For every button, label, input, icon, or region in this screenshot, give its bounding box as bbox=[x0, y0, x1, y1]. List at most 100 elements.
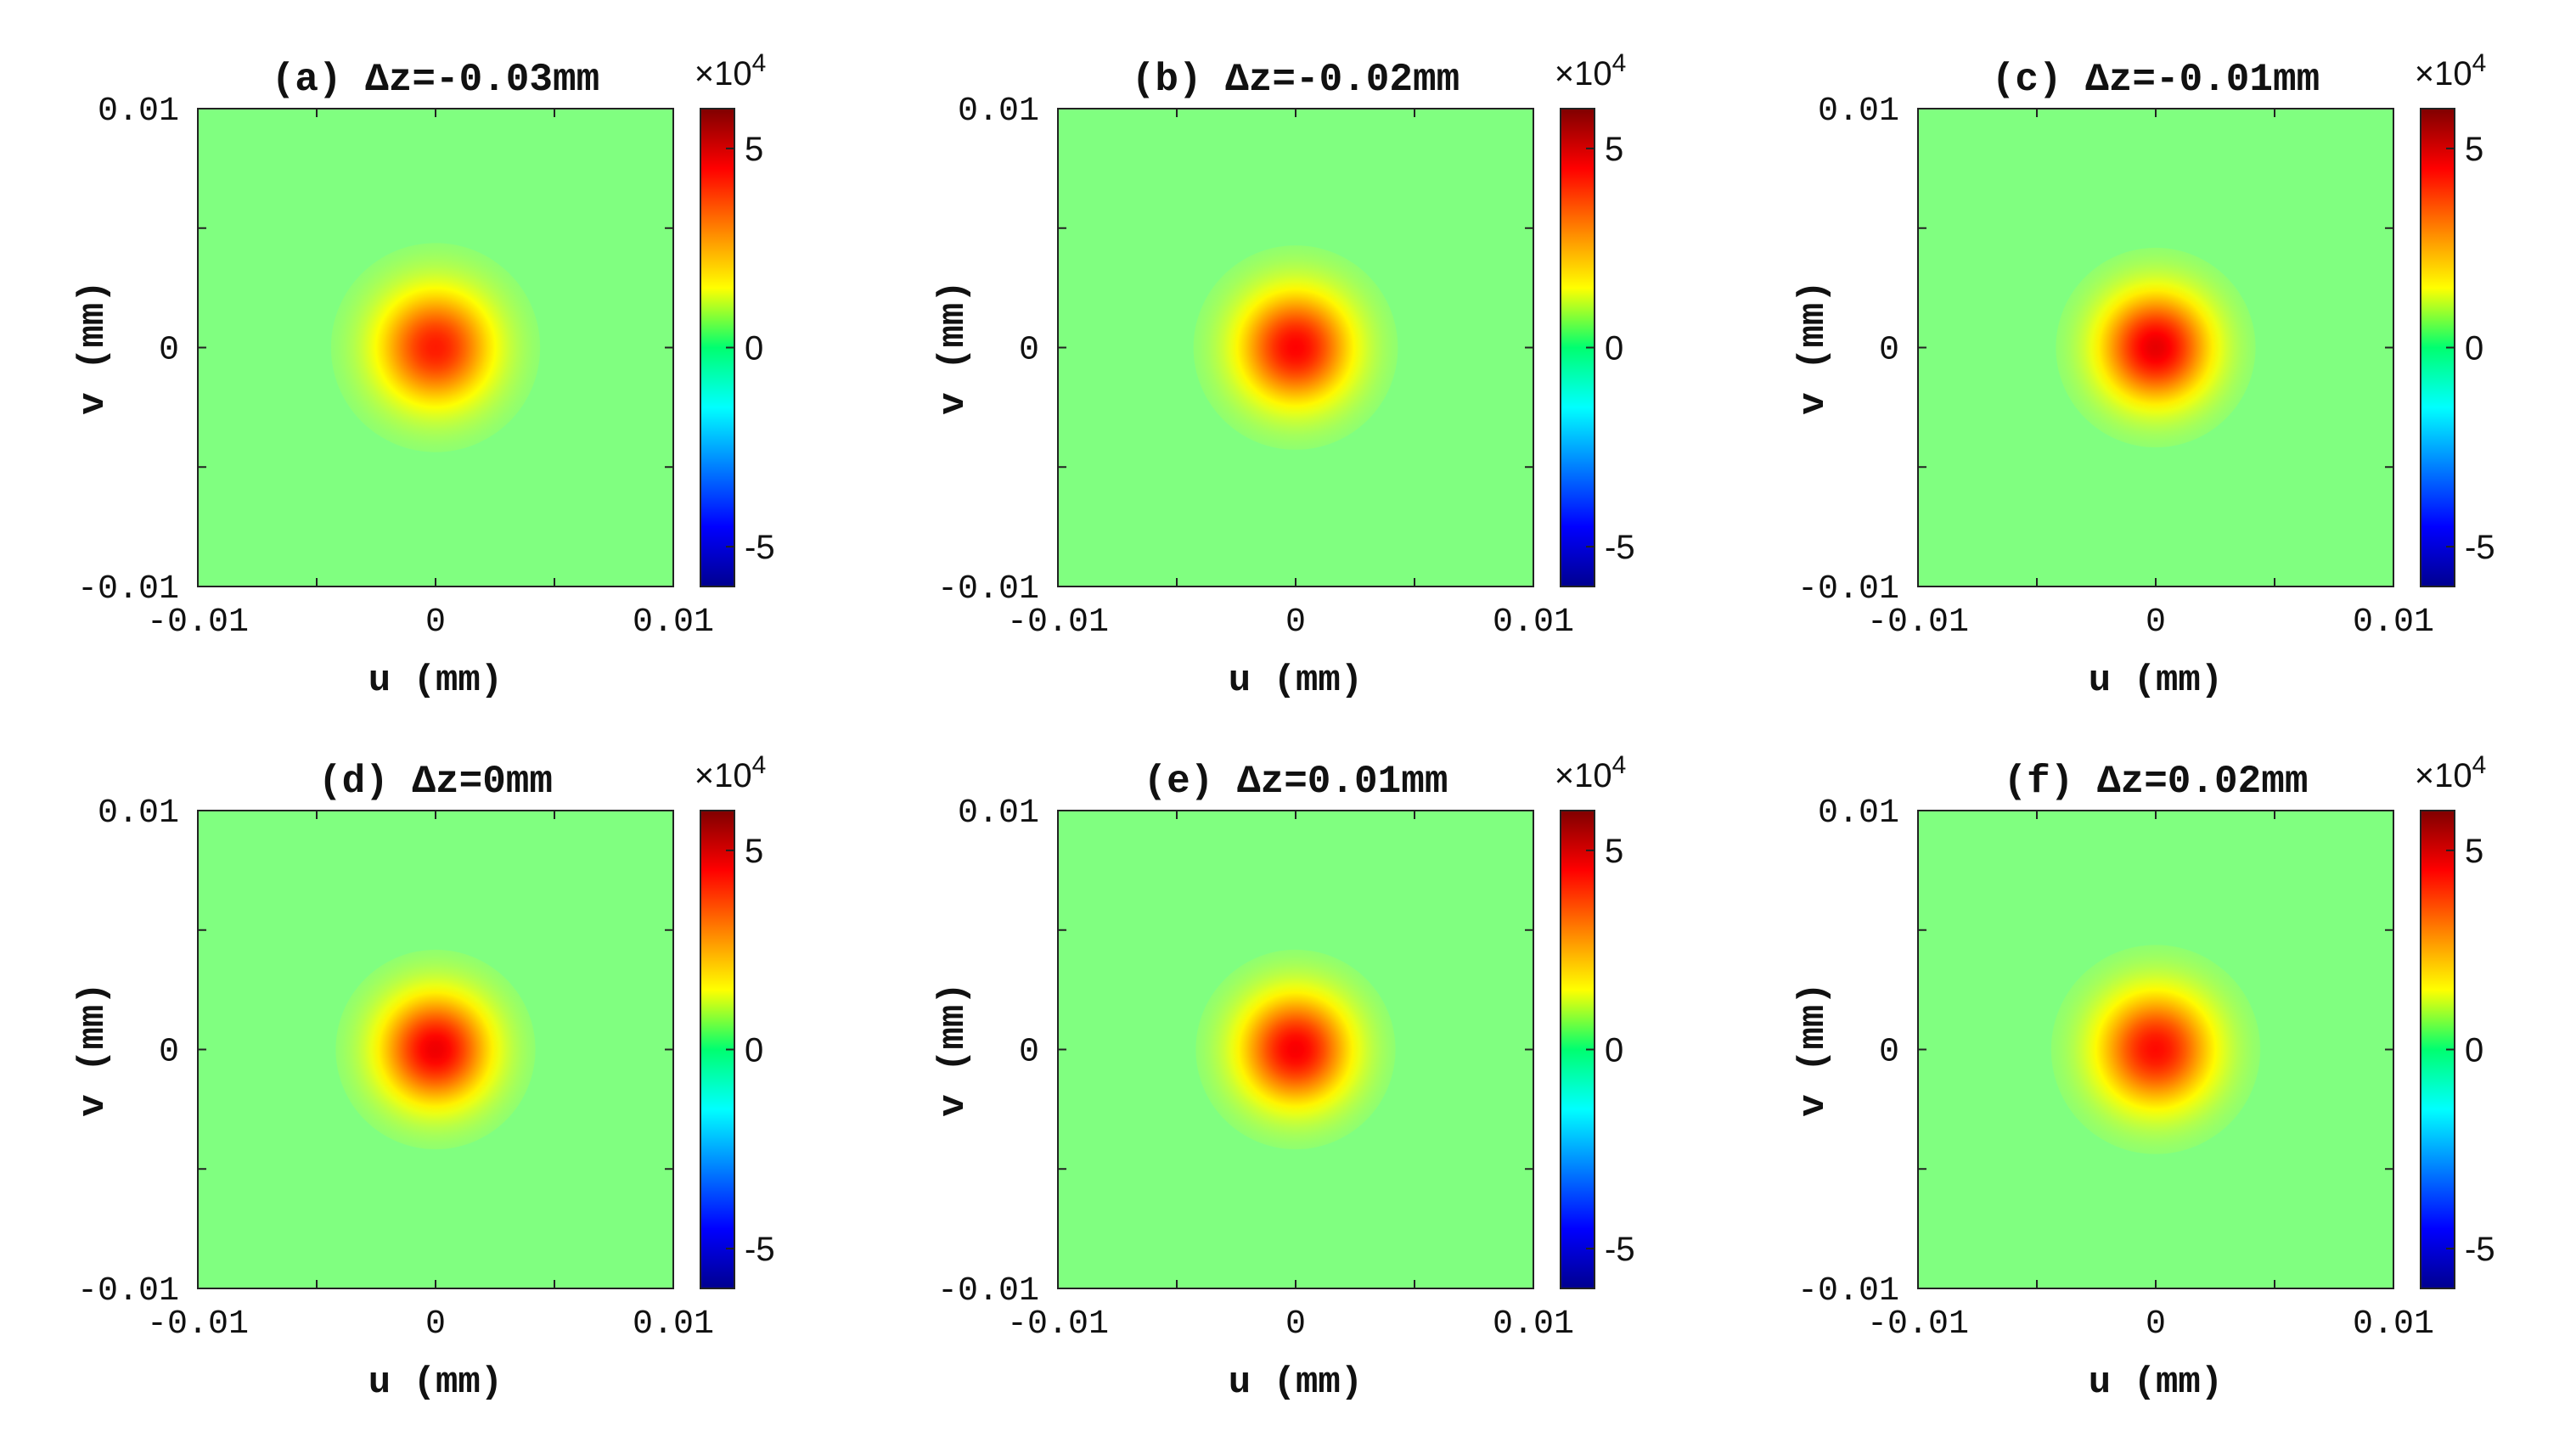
x-tick-label: 0.01 bbox=[2353, 1305, 2434, 1344]
panel-title: (f) Δz=0.02mm bbox=[2004, 760, 2309, 804]
x-tick-label: 0.01 bbox=[1493, 1305, 1574, 1344]
colorbar-exponent-base: ×10 bbox=[695, 55, 752, 93]
intensity-spot bbox=[335, 949, 536, 1150]
y-tick-label: 0 bbox=[159, 1034, 179, 1072]
x-tick-label: 0.01 bbox=[633, 1305, 714, 1344]
colorbar-tick-label: -5 bbox=[2465, 1231, 2495, 1268]
y-tick-label: 0 bbox=[1019, 332, 1039, 370]
intensity-spot bbox=[330, 243, 541, 452]
y-tick-label: -0.01 bbox=[77, 1272, 179, 1310]
y-tick-label: 0 bbox=[1019, 1034, 1039, 1072]
y-axis-label: v (mm) bbox=[1792, 280, 1835, 414]
intensity-spot bbox=[1193, 245, 1398, 450]
colorbar-tick-label: -5 bbox=[2465, 529, 2495, 566]
y-axis-label: v (mm) bbox=[1792, 982, 1835, 1116]
y-tick-label: 0 bbox=[1879, 1034, 1899, 1072]
y-axis-label: v (mm) bbox=[932, 280, 975, 414]
colorbar-tick-label: -5 bbox=[745, 529, 775, 566]
panel-title: (d) Δz=0mm bbox=[318, 760, 553, 804]
y-tick-label: 0.01 bbox=[98, 794, 179, 833]
colorbar-exponent: ×104 bbox=[1555, 49, 1627, 93]
x-tick-label: -0.01 bbox=[1007, 1305, 1109, 1344]
x-tick-label: 0.01 bbox=[633, 603, 714, 642]
colorbar-exponent-power: 4 bbox=[1612, 751, 1627, 779]
y-tick-label: 0.01 bbox=[1818, 93, 1899, 131]
colorbar-tick-label: -5 bbox=[1605, 529, 1635, 566]
panel-title: (a) Δz=-0.03mm bbox=[272, 58, 599, 102]
colorbar-tick-label: 0 bbox=[2465, 1032, 2483, 1069]
x-tick-label: 0.01 bbox=[1493, 603, 1574, 642]
y-tick-label: 0 bbox=[1879, 332, 1899, 370]
y-axis-label: v (mm) bbox=[932, 982, 975, 1116]
colorbar-tick-label: 5 bbox=[745, 131, 763, 168]
colorbar-exponent: ×104 bbox=[695, 751, 767, 794]
colorbar-exponent-power: 4 bbox=[752, 49, 767, 77]
x-axis-label: u (mm) bbox=[368, 1361, 503, 1404]
y-axis-label: v (mm) bbox=[72, 280, 115, 414]
y-tick-label: 0.01 bbox=[958, 93, 1039, 131]
colorbar-exponent-power: 4 bbox=[2472, 751, 2487, 779]
colorbar-tick-label: 5 bbox=[2465, 833, 2483, 870]
colorbar-tick-label: 5 bbox=[2465, 131, 2483, 168]
y-tick-label: 0.01 bbox=[1818, 794, 1899, 833]
y-tick-label: 0.01 bbox=[98, 93, 179, 131]
panel-title: (b) Δz=-0.02mm bbox=[1132, 58, 1460, 102]
y-tick-label: 0 bbox=[159, 332, 179, 370]
intensity-spot bbox=[2056, 247, 2256, 448]
x-tick-label: 0 bbox=[1285, 1305, 1306, 1344]
panel-b: -0.01 0 0.01 -0.01 0 0.01 u (mm) v (mm) (b) Δz=-… bbox=[932, 49, 1635, 702]
colorbar-exponent-power: 4 bbox=[2472, 49, 2487, 77]
x-tick-label: 0 bbox=[425, 603, 446, 642]
colorbar-tick-label: 0 bbox=[1605, 1032, 1623, 1069]
colorbar-tick-label: 5 bbox=[1605, 131, 1623, 168]
colorbar-tick-label: 0 bbox=[2465, 330, 2483, 368]
colorbar-exponent-base: ×10 bbox=[695, 757, 752, 794]
colorbar-tick-label: 5 bbox=[745, 833, 763, 870]
x-axis-label: u (mm) bbox=[368, 659, 503, 702]
colorbar-exponent: ×104 bbox=[695, 49, 767, 93]
colorbar-tick-label: 0 bbox=[1605, 330, 1623, 368]
colorbar-tick-label: 0 bbox=[745, 1032, 763, 1069]
x-tick-label: -0.01 bbox=[147, 603, 249, 642]
intensity-spot bbox=[1195, 949, 1396, 1150]
colorbar-tick-label: -5 bbox=[745, 1231, 775, 1268]
x-tick-label: 0 bbox=[2146, 1305, 2166, 1344]
x-axis-label: u (mm) bbox=[2089, 1361, 2223, 1404]
panel-f: -0.01 0 0.01 -0.01 0 0.01 u (mm) v (mm) (f) Δz=0… bbox=[1792, 751, 2495, 1404]
y-tick-label: -0.01 bbox=[1797, 570, 1899, 609]
y-tick-label: -0.01 bbox=[937, 1272, 1039, 1310]
colorbar-tick-label: 0 bbox=[745, 330, 763, 368]
panel-d: -0.01 0 0.01 -0.01 0 0.01 u (mm) v (mm) (d) Δz=0… bbox=[72, 751, 775, 1404]
colorbar-exponent-base: ×10 bbox=[1555, 757, 1612, 794]
x-tick-label: -0.01 bbox=[1007, 603, 1109, 642]
colorbar-exponent-base: ×10 bbox=[1555, 55, 1612, 93]
x-axis-label: u (mm) bbox=[1229, 659, 1363, 702]
colorbar-exponent: ×104 bbox=[1555, 751, 1627, 794]
colorbar-exponent-base: ×10 bbox=[2415, 757, 2472, 794]
x-tick-label: 0.01 bbox=[2353, 603, 2434, 642]
colorbar-exponent-power: 4 bbox=[1612, 49, 1627, 77]
y-tick-label: 0.01 bbox=[958, 794, 1039, 833]
x-axis-label: u (mm) bbox=[2089, 659, 2223, 702]
panel-a: -0.01 0 0.01 -0.01 0 0.01 u (mm) v (mm) (a) Δz=-… bbox=[72, 49, 775, 702]
x-tick-label: 0 bbox=[425, 1305, 446, 1344]
x-axis-label: u (mm) bbox=[1229, 1361, 1363, 1404]
y-tick-label: -0.01 bbox=[1797, 1272, 1899, 1310]
panel-title: (c) Δz=-0.01mm bbox=[1992, 58, 2320, 102]
x-tick-label: -0.01 bbox=[1867, 1305, 1969, 1344]
colorbar-tick-label: 5 bbox=[1605, 833, 1623, 870]
colorbar-exponent-base: ×10 bbox=[2415, 55, 2472, 93]
y-axis-label: v (mm) bbox=[72, 982, 115, 1116]
colorbar-exponent: ×104 bbox=[2415, 751, 2487, 794]
y-tick-label: -0.01 bbox=[77, 570, 179, 609]
x-tick-label: -0.01 bbox=[1867, 603, 1969, 642]
x-tick-label: 0 bbox=[2146, 603, 2166, 642]
colorbar-exponent-power: 4 bbox=[752, 751, 767, 779]
panel-e: -0.01 0 0.01 -0.01 0 0.01 u (mm) v (mm) (e) Δz=0… bbox=[932, 751, 1635, 1404]
colorbar-exponent: ×104 bbox=[2415, 49, 2487, 93]
x-tick-label: -0.01 bbox=[147, 1305, 249, 1344]
y-tick-label: -0.01 bbox=[937, 570, 1039, 609]
x-tick-label: 0 bbox=[1285, 603, 1306, 642]
panel-title: (e) Δz=0.01mm bbox=[1144, 760, 1448, 804]
